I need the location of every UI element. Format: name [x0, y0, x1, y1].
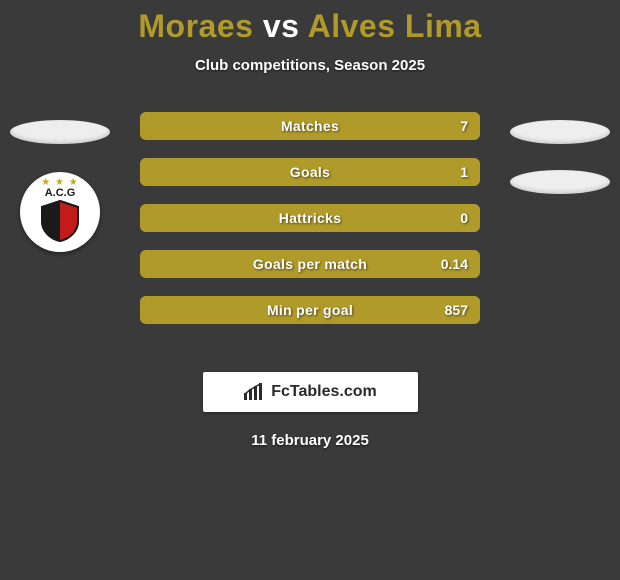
- page-title: Moraes vs Alves Lima: [0, 0, 620, 45]
- player-slot-left-icon: [10, 120, 110, 144]
- stat-label: Matches: [140, 112, 480, 140]
- player-slot-right-icon: [510, 120, 610, 144]
- stat-label: Min per goal: [140, 296, 480, 324]
- stat-row: Goals per match0.14: [140, 250, 480, 278]
- title-player-left: Moraes: [138, 8, 253, 44]
- stat-value: 0: [460, 204, 468, 232]
- bars-chart-icon: [243, 383, 265, 401]
- stat-row: Hattricks0: [140, 204, 480, 232]
- club-crest-inner: ★ ★ ★ A.C.G: [38, 178, 82, 247]
- comparison-stage: ★ ★ ★ A.C.G Matches7 Goals1 Hattricks0 Goal…: [0, 112, 620, 352]
- stat-label: Goals: [140, 158, 480, 186]
- stat-value: 7: [460, 112, 468, 140]
- stat-value: 1: [460, 158, 468, 186]
- stat-bars: Matches7Goals1Hattricks0Goals per match0…: [140, 112, 480, 342]
- brand-badge: FcTables.com: [203, 372, 418, 412]
- title-player-right: Alves Lima: [308, 8, 482, 44]
- player-slot-right-2-icon: [510, 170, 610, 194]
- stat-row: Matches7: [140, 112, 480, 140]
- brand-text: FcTables.com: [271, 383, 377, 401]
- stat-label: Goals per match: [140, 250, 480, 278]
- title-vs: vs: [253, 8, 307, 44]
- shield-icon: [38, 199, 82, 243]
- stat-value: 0.14: [441, 250, 468, 278]
- page-subtitle: Club competitions, Season 2025: [0, 57, 620, 74]
- stat-value: 857: [445, 296, 468, 324]
- stat-row: Min per goal857: [140, 296, 480, 324]
- stat-label: Hattricks: [140, 204, 480, 232]
- club-crest-left: ★ ★ ★ A.C.G: [20, 172, 100, 252]
- stat-row: Goals1: [140, 158, 480, 186]
- footer-date: 11 february 2025: [0, 432, 620, 449]
- crest-text: A.C.G: [38, 188, 82, 199]
- crest-stars-icon: ★ ★ ★: [38, 178, 82, 188]
